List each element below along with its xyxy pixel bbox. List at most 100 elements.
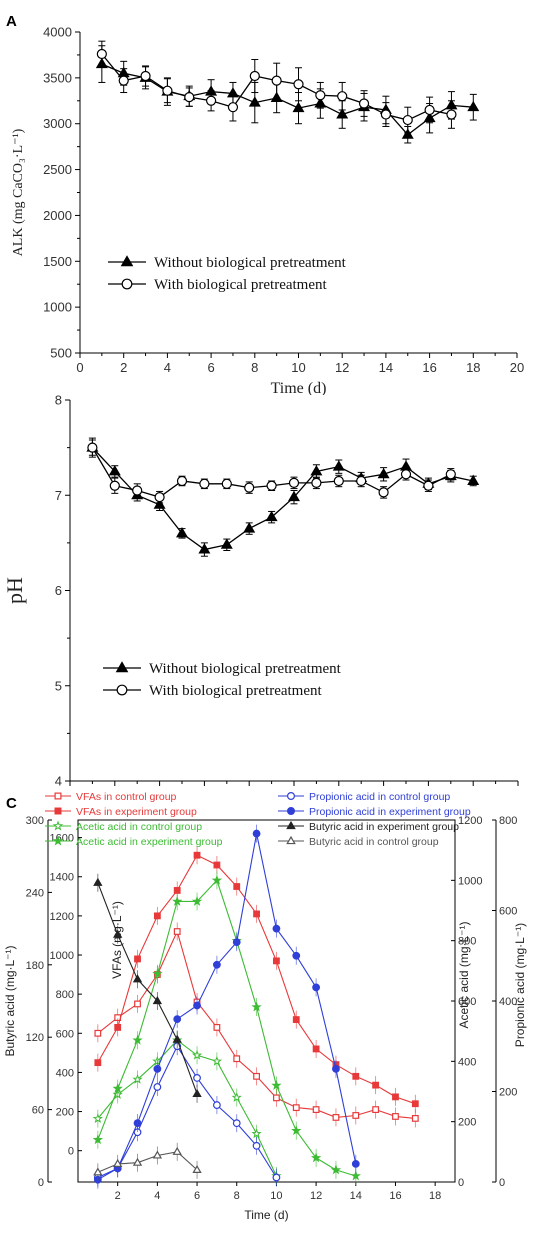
- y-tick-label: 1500: [43, 254, 72, 269]
- data-point: [132, 485, 143, 496]
- x-tick-label: 14: [350, 1190, 362, 1202]
- legend-marker: [54, 792, 62, 800]
- data-point: [220, 538, 233, 549]
- data-point: [467, 100, 480, 112]
- y-tick-label: 2000: [43, 208, 72, 223]
- butyric-tick-label: 240: [26, 887, 44, 899]
- data-point: [402, 114, 413, 126]
- data-point: [233, 1055, 241, 1063]
- butyric-tick-label: 0: [38, 1177, 44, 1189]
- data-point: [392, 1093, 399, 1101]
- data-point: [288, 477, 300, 488]
- acetic-tick-label: 1200: [458, 815, 482, 827]
- y-tick-label: 3000: [43, 116, 72, 131]
- data-point: [212, 960, 221, 969]
- legend-label: Propionic acid in control group: [309, 791, 450, 803]
- data-point: [108, 465, 121, 476]
- propionic-axis-label: Propionic acid (mg·L⁻¹): [513, 923, 527, 1047]
- data-point: [87, 442, 98, 453]
- data-point: [401, 128, 414, 139]
- data-point: [132, 1157, 143, 1166]
- data-point: [96, 48, 107, 60]
- data-point: [312, 1106, 320, 1114]
- data-point: [292, 951, 301, 960]
- y-tick-label: 1000: [43, 300, 72, 315]
- propionic-tick-label: 0: [499, 1177, 505, 1189]
- series-line: [97, 1045, 277, 1179]
- legend-marker: [54, 807, 62, 815]
- series-line: [101, 63, 474, 136]
- data-point: [351, 1160, 360, 1168]
- data-point: [213, 1024, 221, 1031]
- chart-panel-b: B0246810121416182045678Time (d)pHWithout…: [2, 395, 525, 790]
- acetic-tick-label: 800: [458, 936, 476, 948]
- y-tick-label: 4000: [43, 25, 72, 40]
- acetic-tick-label: 400: [458, 1056, 476, 1068]
- x-tick-label: 6: [201, 788, 208, 790]
- data-point: [273, 1094, 280, 1102]
- data-point: [162, 85, 173, 96]
- y-tick-label: 6: [55, 583, 62, 598]
- series-line: [97, 929, 416, 1119]
- y-tick-label: 5: [55, 678, 62, 693]
- legend-marker: [120, 255, 134, 267]
- data-point: [191, 1049, 203, 1060]
- x-tick-label: 8: [234, 1190, 240, 1202]
- data-point: [352, 1112, 360, 1119]
- data-point: [378, 487, 389, 498]
- series-without-biological-pretreatment: [95, 45, 480, 144]
- data-point: [332, 1064, 340, 1073]
- legend-label: Acetic acid in experiment group: [76, 836, 223, 848]
- data-point: [176, 526, 188, 538]
- series-line: [91, 447, 474, 551]
- butyric-tick-label: 180: [26, 960, 44, 972]
- legend-marker: [52, 835, 64, 846]
- y-axis-label: ALK (mg CaCO₃·L⁻¹): [11, 128, 26, 256]
- x-tick-label: 18: [429, 1190, 441, 1202]
- data-point: [206, 95, 217, 106]
- legend-label: Butyric acid in experiment group: [309, 821, 459, 833]
- butyric-axis-label: Butyric acid (mg·L⁻¹): [3, 945, 17, 1056]
- data-point: [372, 1081, 380, 1089]
- vfas-axis-label: VFAs (mg·L⁻¹): [110, 901, 124, 979]
- butyric-tick-label: 120: [26, 1032, 44, 1044]
- x-tick-label: 4: [154, 1190, 160, 1202]
- panel-label: A: [6, 13, 17, 30]
- data-point: [152, 1150, 163, 1159]
- butyric-tick-label: 60: [32, 1105, 44, 1117]
- x-axis-label: Time (d): [244, 1208, 288, 1222]
- data-point: [92, 1113, 103, 1124]
- data-point: [211, 874, 223, 885]
- x-tick-label: 2: [111, 788, 118, 790]
- data-point: [221, 478, 232, 489]
- x-tick-label: 16: [421, 788, 435, 790]
- y-tick-label: 500: [50, 346, 72, 361]
- series-vfas-in-control-group: [94, 922, 419, 1128]
- data-point: [310, 1152, 322, 1163]
- data-point: [172, 1034, 182, 1043]
- chart-panel-a: A 0 2 4 6 8 10 12 14 16 18 20 500 1000 1500 2000 2500 300…: [6, 13, 524, 395]
- data-point: [152, 996, 163, 1005]
- data-point: [266, 480, 277, 491]
- y-tick-label: 3500: [43, 70, 72, 85]
- x-tick-label: 20: [510, 360, 524, 375]
- legend-marker: [287, 807, 296, 816]
- data-point: [358, 98, 370, 109]
- series-with-biological-pretreatment: [96, 40, 457, 134]
- data-point: [140, 70, 151, 82]
- series-line: [97, 854, 416, 1105]
- data-point: [213, 861, 221, 869]
- data-point: [244, 482, 255, 493]
- data-point: [172, 896, 183, 906]
- data-point: [193, 1074, 201, 1082]
- data-point: [133, 1119, 142, 1128]
- data-point: [249, 70, 260, 82]
- panel-label: C: [6, 795, 17, 812]
- data-point: [93, 877, 103, 886]
- x-tick-label: 12: [332, 788, 346, 790]
- x-tick-label: 12: [335, 360, 349, 375]
- vfas-tick-label: 1000: [50, 950, 74, 962]
- data-point: [372, 1106, 380, 1114]
- data-point: [467, 474, 480, 485]
- data-point: [193, 1001, 201, 1010]
